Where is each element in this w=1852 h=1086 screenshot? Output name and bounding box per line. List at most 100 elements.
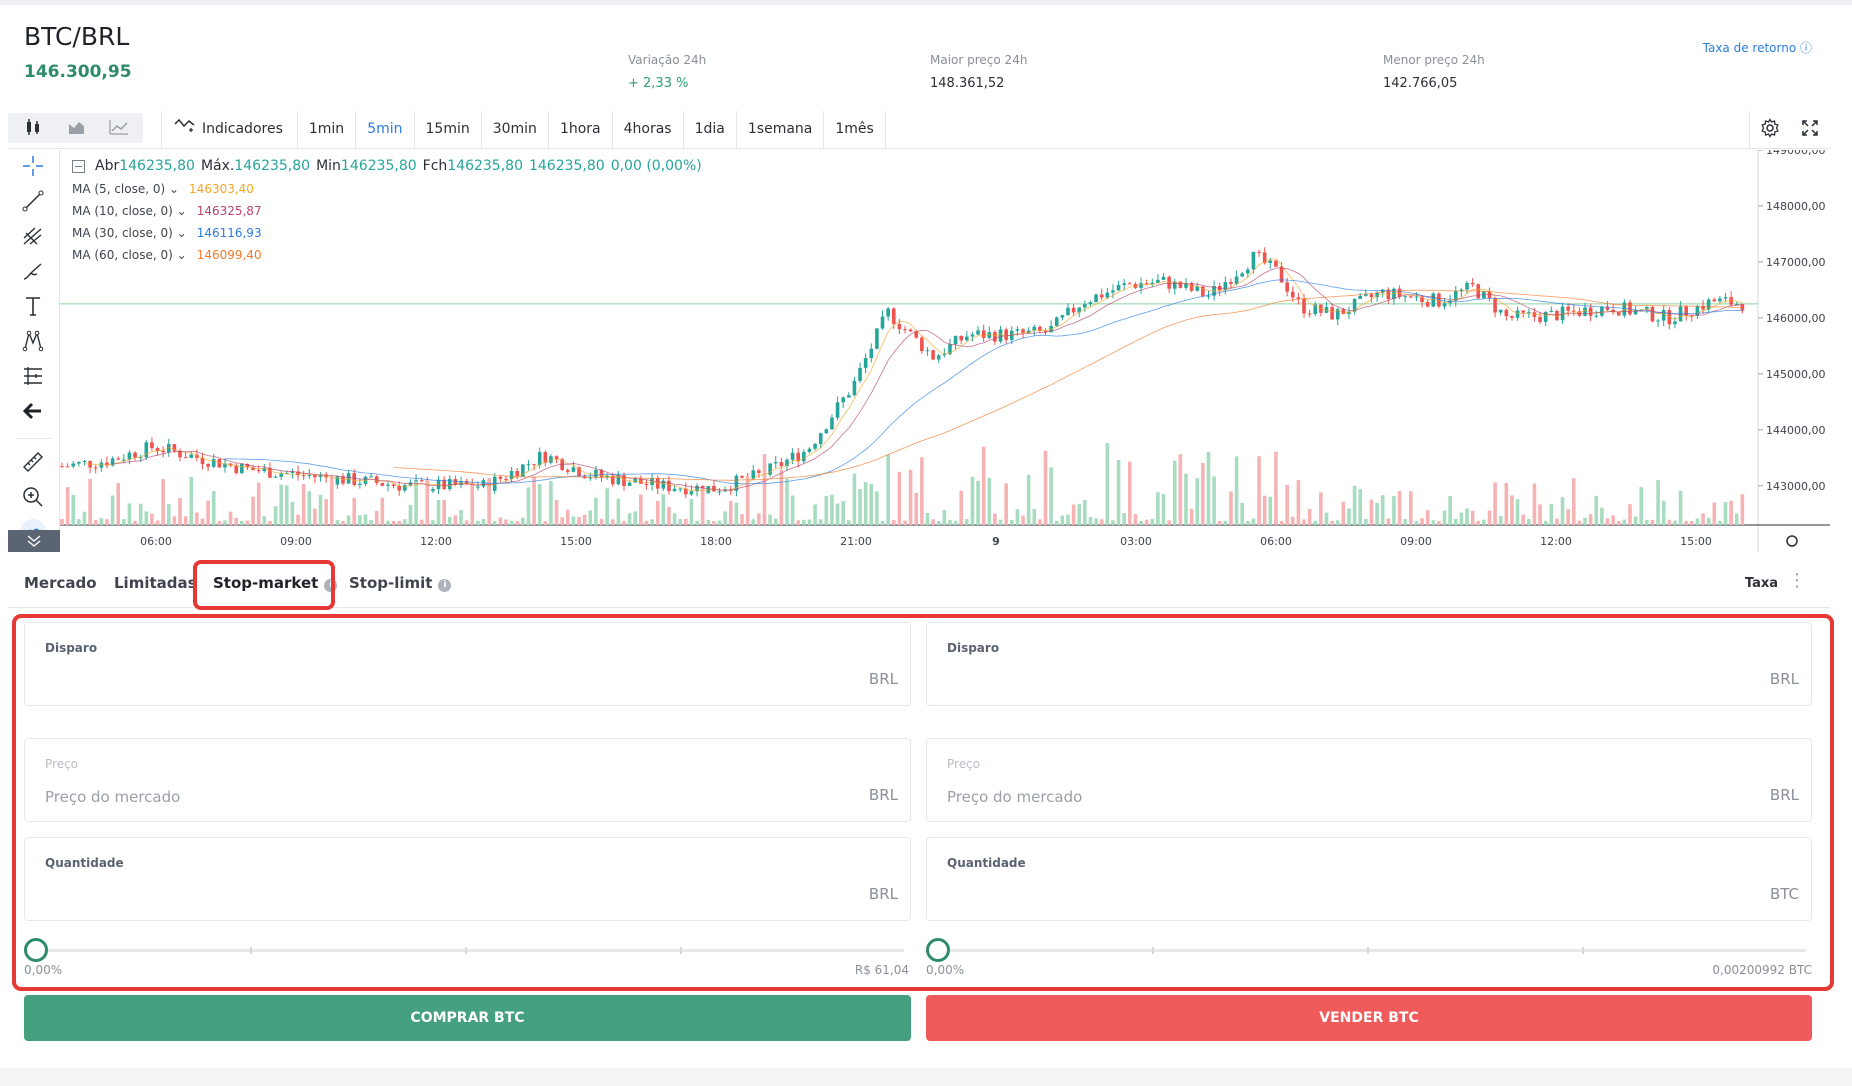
pattern-icon[interactable] <box>18 327 48 355</box>
tf-1min[interactable]: 1min <box>298 111 357 148</box>
return-rate-link[interactable]: Taxa de retorno ⓘ <box>1702 41 1812 55</box>
ohlc-open-label: Abr <box>95 158 120 174</box>
measure-lines-icon[interactable] <box>18 362 48 390</box>
volume-bar <box>1397 491 1402 525</box>
tab-limitadas[interactable]: Limitadas <box>114 574 197 592</box>
volume-bar <box>1195 478 1200 525</box>
candles-icon[interactable] <box>22 118 44 136</box>
sell-trigger-field[interactable]: Disparo BRL <box>926 622 1812 706</box>
text-tool-icon[interactable] <box>18 292 48 320</box>
slider-knob[interactable] <box>926 938 950 962</box>
candle-up <box>875 328 879 349</box>
brush-icon[interactable] <box>18 257 48 285</box>
tf-15min[interactable]: 15min <box>415 111 482 148</box>
buy-trigger-field[interactable]: Disparo BRL <box>24 622 911 706</box>
line-chart-icon[interactable] <box>108 118 130 136</box>
volume-bar <box>1167 520 1171 525</box>
buy-quantity-field[interactable]: Quantidade BRL <box>24 837 911 921</box>
ma-value: 146303,40 <box>189 182 254 196</box>
volume-bar <box>942 510 947 525</box>
crosshair-icon[interactable] <box>18 152 48 180</box>
tab-stop-limit[interactable]: Stop-limit i <box>349 574 452 592</box>
tf-30min[interactable]: 30min <box>482 111 549 148</box>
order-type-tabs: Mercado Limitadas Stop-market i Stop-limi… <box>8 563 1830 608</box>
ma-row[interactable]: MA (30, close, 0) ⌄ 146116,93 <box>72 226 702 240</box>
candle-up <box>1380 289 1385 293</box>
volume-bar <box>363 514 368 525</box>
candle-up <box>273 476 278 478</box>
candle-down <box>256 470 261 472</box>
buy-button[interactable]: COMPRAR BTC <box>24 995 911 1041</box>
volume-bar <box>582 514 587 525</box>
chart-settings-button[interactable] <box>1750 111 1790 148</box>
ruler-icon[interactable] <box>18 448 48 476</box>
fullscreen-button[interactable] <box>1790 111 1830 148</box>
tf-1mes[interactable]: 1mês <box>824 111 886 148</box>
candle-down <box>1229 282 1233 284</box>
candle-up <box>431 489 435 492</box>
tab-mercado[interactable]: Mercado <box>24 574 97 592</box>
candle-down <box>903 329 907 331</box>
fee-link[interactable]: Taxa <box>1744 576 1778 591</box>
ma-row[interactable]: MA (10, close, 0) ⌄ 146325,87 <box>72 204 702 218</box>
candle-up <box>1364 294 1368 296</box>
back-arrow-icon[interactable] <box>18 397 48 425</box>
tf-5min[interactable]: 5min <box>356 111 415 148</box>
candle-up <box>262 467 267 472</box>
sell-amount-slider[interactable] <box>926 938 1806 962</box>
sell-button[interactable]: VENDER BTC <box>926 995 1812 1041</box>
zoom-in-icon[interactable] <box>18 483 48 511</box>
candle-up <box>863 358 868 368</box>
volume-bar <box>1476 520 1481 525</box>
candle-down <box>1701 305 1705 310</box>
volume-bar <box>262 516 267 525</box>
volume-bar <box>178 497 182 525</box>
top-divider <box>0 0 1852 5</box>
sell-quantity-field[interactable]: Quantidade BTC <box>926 837 1812 921</box>
tf-1dia[interactable]: 1dia <box>684 111 737 148</box>
trend-line-icon[interactable] <box>18 187 48 215</box>
volume-bar <box>1678 490 1683 525</box>
candle-up <box>1453 291 1458 301</box>
more-options-icon[interactable]: ⋮ <box>1788 570 1806 591</box>
candle-up <box>768 463 772 475</box>
collapse-tools-button[interactable] <box>8 530 60 552</box>
ma-row[interactable]: MA (60, close, 0) ⌄ 146099,40 <box>72 248 702 262</box>
sell-slider-min: 0,00% <box>926 963 965 977</box>
candle-down <box>1302 298 1306 314</box>
candle-down <box>554 456 559 460</box>
volume-bar <box>594 497 598 525</box>
tf-1hora[interactable]: 1hora <box>549 111 613 148</box>
volume-bar <box>341 520 345 525</box>
y-tick-label: 145000,00 <box>1766 368 1826 381</box>
collapse-legend-icon[interactable] <box>72 159 85 173</box>
indicators-button[interactable]: Indicadores <box>162 111 298 148</box>
slider-knob[interactable] <box>24 938 48 962</box>
area-chart-icon[interactable] <box>66 118 88 136</box>
candle-down <box>313 475 317 478</box>
candle-down <box>897 324 902 330</box>
candle-up <box>695 485 699 492</box>
candle-down <box>498 476 503 479</box>
candle-up <box>706 486 711 494</box>
tf-1semana[interactable]: 1semana <box>737 111 825 148</box>
volume-bar <box>369 520 373 525</box>
candle-down <box>453 479 458 485</box>
buy-amount-slider[interactable] <box>24 938 904 962</box>
volume-bar <box>1083 500 1087 525</box>
candle-down <box>268 467 272 478</box>
volume-bar <box>588 510 593 525</box>
volume-bar <box>1229 491 1233 525</box>
price-chart[interactable]: 149000,00 148000,00 147000,00 146000,00 1450… <box>60 150 1830 552</box>
info-icon[interactable]: i <box>438 579 452 592</box>
volume-bar <box>1094 518 1098 525</box>
volume-bar <box>1077 504 1082 525</box>
volume-bar <box>1515 499 1520 525</box>
volume-bar <box>133 520 137 525</box>
ma-row[interactable]: MA (5, close, 0) ⌄ 146303,40 <box>72 182 702 196</box>
tf-4horas[interactable]: 4horas <box>613 111 684 148</box>
candle-up <box>1184 283 1188 288</box>
pitchfork-icon[interactable] <box>18 222 48 250</box>
candle-up <box>616 475 621 485</box>
candle-up <box>571 467 576 472</box>
